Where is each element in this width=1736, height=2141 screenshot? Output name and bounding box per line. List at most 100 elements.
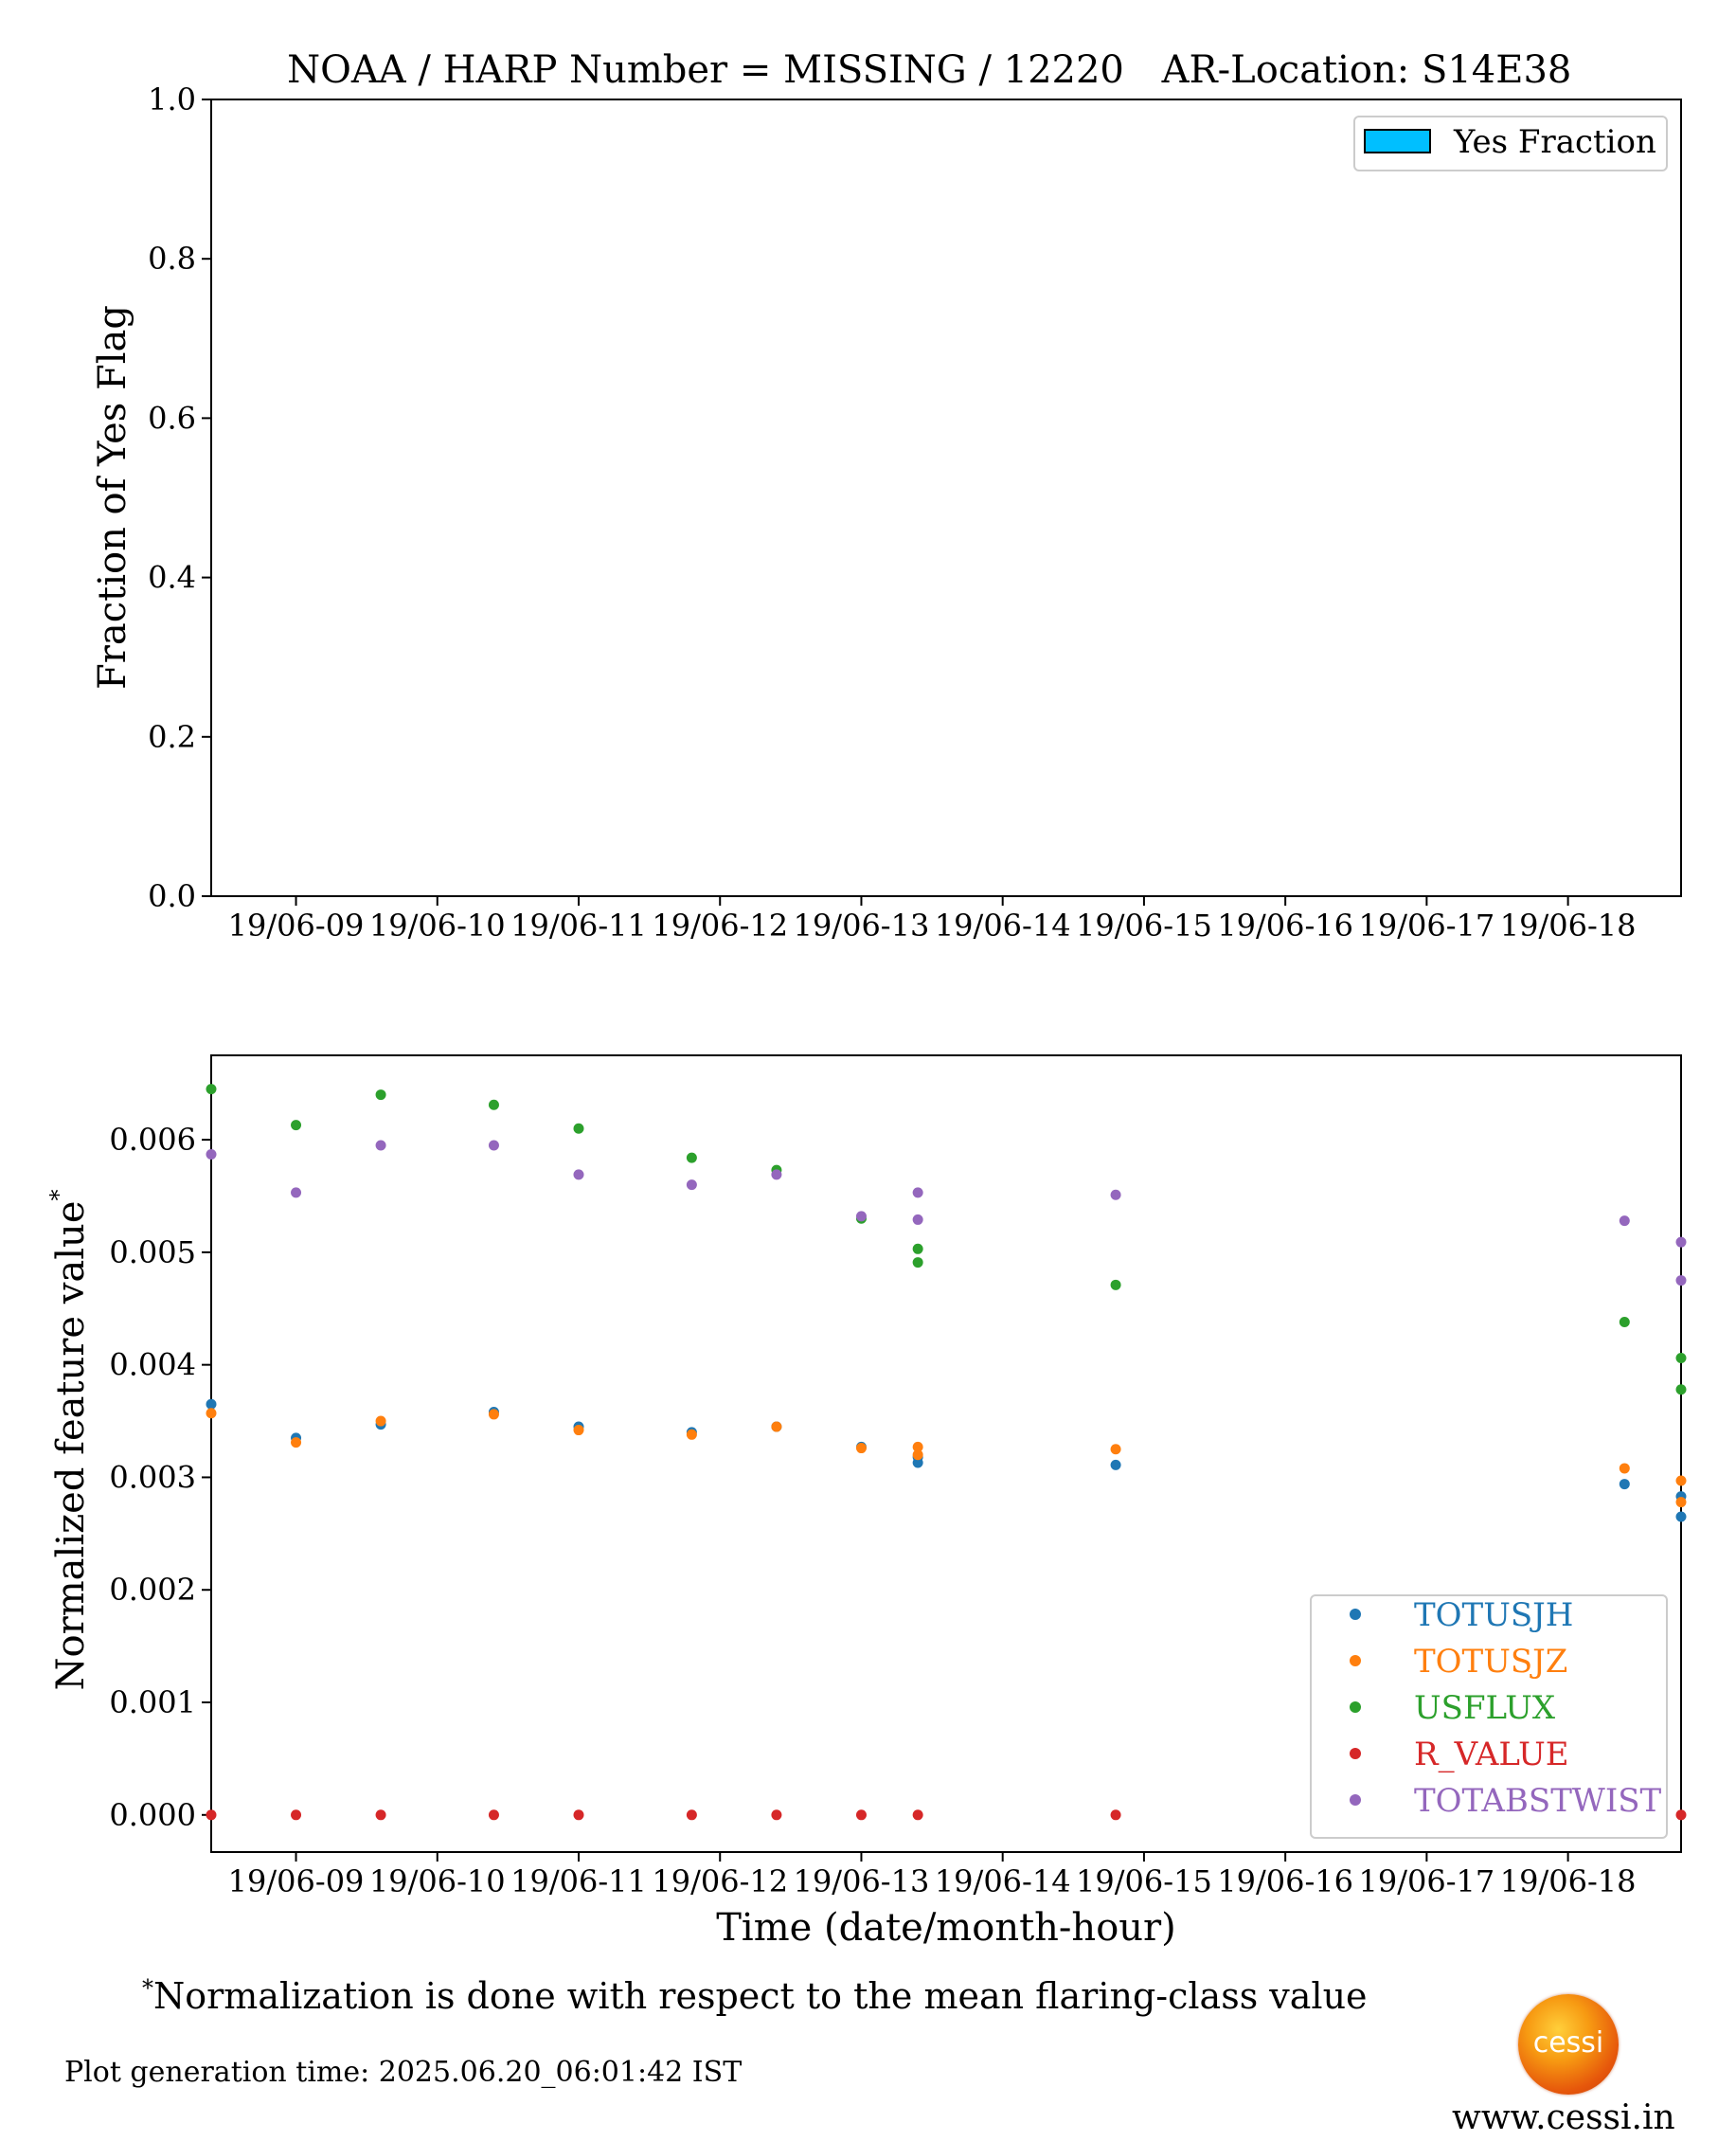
usflux-point [1675, 1384, 1687, 1395]
bottom-x-tick-label: 19/06-13 [794, 1863, 930, 1899]
top-x-tick-label: 19/06-13 [794, 908, 930, 944]
bottom-x-tick-label: 19/06-09 [228, 1863, 365, 1899]
footnote-marker: * [142, 1974, 153, 2002]
bottom-x-tick-label: 19/06-12 [652, 1863, 788, 1899]
website-link[interactable]: www.cessi.in [1452, 2098, 1675, 2137]
r-value-point [912, 1809, 923, 1821]
r-value-legend-label: R_VALUE [1414, 1736, 1569, 1773]
top-axes: 0.00.20.40.60.81.019/06-09 19/06-10 19/06-… [91, 81, 1682, 944]
bottom-x-axis-label: Time (date/month-hour) [716, 1906, 1176, 1950]
totabstwist-point [375, 1140, 386, 1151]
bottom-legend: TOTUSJH TOTUSJZ USFLUX R_VALUE TOTABSTWIST [1310, 1594, 1668, 1839]
usflux-point [1619, 1317, 1630, 1328]
totabstwist-point [1675, 1275, 1687, 1286]
totabstwist-point [912, 1214, 923, 1225]
totabstwist-point [488, 1140, 499, 1151]
bottom-y-tick-label: 0.005 [109, 1234, 196, 1270]
bottom-y-tick-label: 0.002 [109, 1572, 196, 1608]
bottom-plot-frame [210, 1054, 1682, 1853]
totabstwist-point [573, 1169, 584, 1180]
totusjz-legend-marker [1350, 1655, 1361, 1666]
usflux-point [488, 1099, 499, 1110]
totusjz-point [855, 1443, 867, 1454]
bottom-x-tick-label: 19/06-10 [369, 1863, 506, 1899]
bottom-legend-frame [1310, 1594, 1668, 1839]
bottom-y-tick-label: 0.004 [109, 1347, 196, 1383]
bottom-legend-items: TOTUSJH TOTUSJZ USFLUX R_VALUE TOTABSTWIST [1350, 1596, 1662, 1820]
chart-title-left: NOAA / HARP Number = MISSING / 12220 [287, 48, 1124, 92]
r-value-point [291, 1809, 302, 1821]
usflux-point [206, 1084, 217, 1095]
plot-generation-time: Plot generation time: 2025.06.20_06:01:4… [64, 2056, 743, 2089]
usflux-point [375, 1089, 386, 1101]
r-value-point [771, 1809, 782, 1821]
yes-fraction-legend-label: Yes Fraction [1453, 123, 1656, 161]
totusjh-point [1675, 1511, 1687, 1522]
totusjh-point [1619, 1479, 1630, 1490]
bottom-y-tick-label: 0.006 [109, 1122, 196, 1158]
bottom-y-axis-label-sup: * [45, 1190, 72, 1201]
totusjz-point [1619, 1463, 1630, 1474]
footnote-text: Normalization is done with respect to th… [153, 1975, 1368, 2017]
r-value-point [573, 1809, 584, 1821]
totusjz-point [206, 1408, 217, 1419]
bottom-y-axis-label: Normalized feature value [49, 1201, 93, 1691]
totusjz-point [291, 1437, 302, 1448]
bottom-x-tick-label: 19/06-14 [935, 1863, 1071, 1899]
totabstwist-point [771, 1169, 782, 1180]
top-x-tick-label: 19/06-17 [1359, 908, 1495, 944]
r-value-point [375, 1809, 386, 1821]
bottom-x-tick-label: 19/06-18 [1500, 1863, 1637, 1899]
cessi-logo: cessi [1518, 1994, 1619, 2095]
bottom-x-tick-label: 19/06-11 [510, 1863, 647, 1899]
top-y-tick-label: 0.8 [148, 241, 196, 277]
usflux-legend-marker [1350, 1701, 1361, 1713]
totusjz-point [912, 1449, 923, 1461]
totusjh-point [206, 1398, 217, 1410]
totusjz-point [771, 1421, 782, 1432]
bottom-y-tick-label: 0.001 [109, 1684, 196, 1720]
top-plot-frame [210, 99, 1682, 897]
totusjz-point [1675, 1497, 1687, 1508]
usflux-point [291, 1120, 302, 1131]
top-y-tick-label: 1.0 [148, 81, 196, 117]
totabstwist-point [291, 1187, 302, 1198]
totabstwist-point [1675, 1236, 1687, 1248]
totusjz-point [488, 1409, 499, 1420]
bottom-y-tick-label: 0.003 [109, 1459, 196, 1495]
top-x-tick-label: 19/06-12 [652, 908, 788, 944]
top-y-tick-label: 0.2 [148, 719, 196, 755]
r-value-point [1675, 1809, 1687, 1821]
r-value-point [206, 1809, 217, 1821]
totabstwist-point [206, 1149, 217, 1160]
bottom-ticks: 0.000 0.001 0.002 0.003 0.004 0.005 0.006 19/06… [109, 1122, 1636, 1899]
chart-title-right: AR-Location: S14E38 [1161, 48, 1572, 92]
usflux-point [573, 1123, 584, 1134]
totusjh-legend-marker [1350, 1609, 1361, 1620]
totusjz-point [912, 1441, 923, 1452]
top-y-tick-label: 0.4 [148, 560, 196, 596]
totusjz-legend-label: TOTUSJZ [1414, 1643, 1567, 1681]
r-value-point [488, 1809, 499, 1821]
bottom-x-tick-label: 19/06-16 [1217, 1863, 1353, 1899]
usflux-legend-label: USFLUX [1414, 1689, 1556, 1727]
usflux-point [686, 1152, 697, 1163]
top-y-axis-label: Fraction of Yes Flag [91, 305, 134, 690]
totabstwist-legend-label: TOTABSTWIST [1414, 1782, 1662, 1820]
top-x-tick-label: 19/06-14 [935, 908, 1071, 944]
r-value-legend-marker [1350, 1748, 1361, 1759]
bottom-y-axis-label-group: Normalized feature value* [45, 1190, 93, 1691]
totusjz-point [1110, 1444, 1121, 1455]
r-value-point [855, 1809, 867, 1821]
top-x-tick-label: 19/06-16 [1217, 908, 1353, 944]
totabstwist-point [686, 1179, 697, 1191]
top-x-tick-label: 19/06-09 [228, 908, 365, 944]
top-x-tick-label: 19/06-11 [510, 908, 647, 944]
top-ticks: 0.00.20.40.60.81.019/06-09 19/06-10 19/06-… [148, 81, 1636, 944]
bottom-axes: 0.000 0.001 0.002 0.003 0.004 0.005 0.006 19/06… [45, 1054, 1687, 1950]
totusjh-legend-label: TOTUSJH [1414, 1596, 1573, 1634]
bottom-x-tick-label: 19/06-15 [1076, 1863, 1212, 1899]
totusjz-point [686, 1429, 697, 1440]
yes-fraction-legend-swatch [1364, 129, 1431, 153]
